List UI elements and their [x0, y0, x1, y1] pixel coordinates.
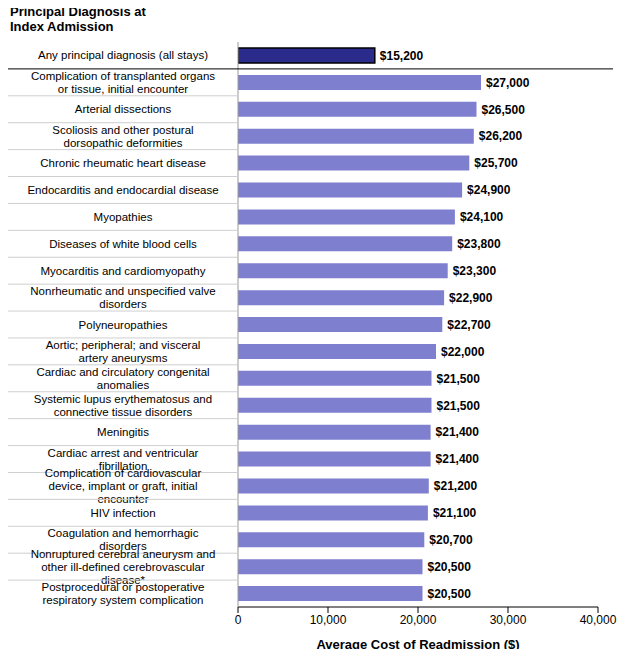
svg-text:$27,000: $27,000: [486, 76, 530, 90]
svg-text:$21,400: $21,400: [436, 452, 480, 466]
svg-text:Myopathies: Myopathies: [94, 211, 153, 223]
svg-text:$26,200: $26,200: [479, 129, 523, 143]
svg-text:$21,500: $21,500: [437, 372, 481, 386]
svg-text:Polyneuropathies: Polyneuropathies: [79, 319, 168, 331]
svg-text:40,000: 40,000: [580, 613, 617, 627]
svg-text:$22,900: $22,900: [449, 291, 493, 305]
svg-text:$24,900: $24,900: [467, 183, 511, 197]
svg-text:Cardiac arrest and ventricular: Cardiac arrest and ventricular: [48, 447, 199, 459]
svg-text:$22,000: $22,000: [441, 345, 485, 359]
svg-text:Diseases of white blood cells: Diseases of white blood cells: [49, 238, 197, 250]
svg-text:Complication of transplanted o: Complication of transplanted organs: [31, 70, 215, 82]
svg-text:$26,500: $26,500: [482, 103, 526, 117]
svg-text:Endocarditis and endocardial d: Endocarditis and endocardial disease: [27, 184, 218, 196]
svg-text:device, implant or graft, init: device, implant or graft, initial: [49, 480, 198, 492]
svg-text:artery aneurysms: artery aneurysms: [79, 352, 168, 364]
svg-text:Average Cost of Readmission ($: Average Cost of Readmission ($): [316, 637, 519, 649]
svg-text:Nonrheumatic and unspecified v: Nonrheumatic and unspecified valve: [30, 285, 215, 297]
svg-text:other ill-defined cerebrovascu: other ill-defined cerebrovascular: [41, 561, 205, 573]
svg-text:Postprocedural or postoperativ: Postprocedural or postoperative: [41, 581, 204, 593]
svg-text:anomalies: anomalies: [97, 379, 150, 391]
svg-text:$24,100: $24,100: [460, 210, 504, 224]
svg-text:respiratory system complicatio: respiratory system complication: [42, 594, 203, 606]
svg-text:Scoliosis and other postural: Scoliosis and other postural: [52, 124, 193, 136]
svg-text:$21,500: $21,500: [437, 399, 481, 413]
svg-text:30,000: 30,000: [490, 613, 527, 627]
svg-text:$20,700: $20,700: [429, 533, 473, 547]
svg-text:Myocarditis and cardiomyopathy: Myocarditis and cardiomyopathy: [41, 265, 206, 277]
svg-text:dorsopathic deformities: dorsopathic deformities: [64, 137, 183, 149]
svg-text:$20,500: $20,500: [428, 587, 472, 601]
svg-text:fibrillation: fibrillation: [98, 459, 148, 472]
svg-text:HIV infection: HIV infection: [90, 507, 155, 519]
svg-text:$21,400: $21,400: [436, 425, 480, 439]
svg-text:Meningitis: Meningitis: [97, 426, 149, 438]
html-text:Principal Diagnosis at Index A: Principal Diagnosis at Index Admission: [10, 4, 146, 34]
svg-text:$21,200: $21,200: [434, 479, 478, 493]
svg-text:Any principal diagnosis (all s: Any principal diagnosis (all stays): [38, 49, 208, 61]
svg-text:Arterial dissections: Arterial dissections: [75, 103, 172, 115]
svg-text:encounter: encounter: [97, 492, 149, 505]
svg-text:$23,800: $23,800: [457, 237, 501, 251]
svg-text:20,000: 20,000: [400, 613, 437, 627]
svg-text:0: 0: [235, 613, 242, 627]
svg-text:or tissue, initial encounter: or tissue, initial encounter: [58, 83, 189, 95]
svg-text:$23,300: $23,300: [453, 264, 497, 278]
svg-text:Aortic; peripheral; and viscer: Aortic; peripheral; and visceral: [46, 339, 201, 351]
svg-text:$21,100: $21,100: [433, 506, 477, 520]
svg-text:Complication of cardiovascular: Complication of cardiovascular: [45, 467, 202, 479]
svg-text:$25,700: $25,700: [474, 156, 518, 170]
svg-text:connective tissue disorders: connective tissue disorders: [54, 406, 193, 418]
svg-text:Systemic lupus erythematosus a: Systemic lupus erythematosus and: [34, 393, 212, 405]
svg-text:$22,700: $22,700: [447, 318, 491, 332]
svg-text:Coagulation and hemorrhagic: Coagulation and hemorrhagic: [48, 527, 199, 539]
svg-text:disorders: disorders: [99, 298, 147, 310]
svg-text:$20,500: $20,500: [428, 560, 472, 574]
svg-text:$15,200: $15,200: [380, 49, 424, 63]
svg-text:Cardiac and circulatory congen: Cardiac and circulatory congenital: [36, 366, 209, 378]
svg-text:Chronic rheumatic heart diseas: Chronic rheumatic heart disease: [40, 157, 206, 169]
svg-text:disorders: disorders: [99, 540, 147, 553]
svg-text:10,000: 10,000: [310, 613, 347, 627]
svg-text:Nonruptured cerebral aneurysm: Nonruptured cerebral aneurysm and: [31, 548, 216, 560]
